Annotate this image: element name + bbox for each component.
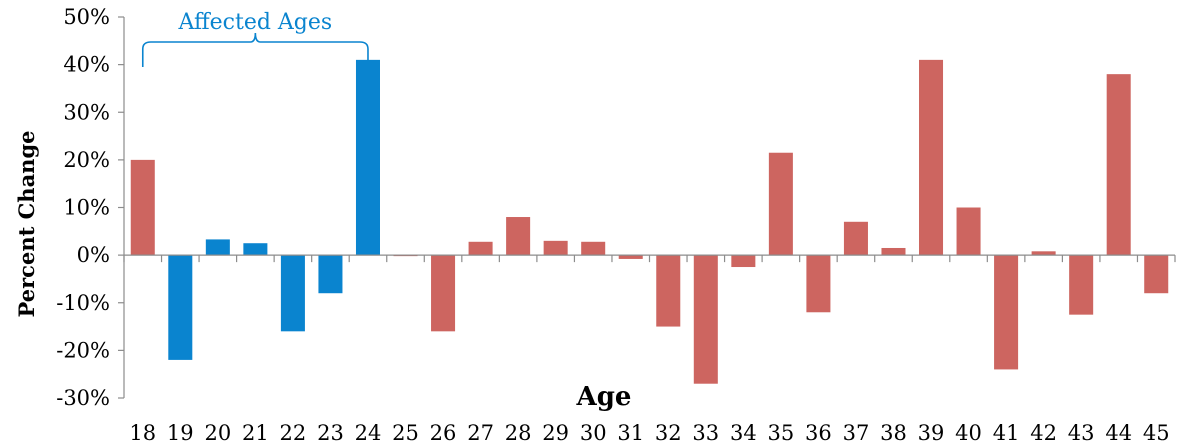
bar-age-43	[1069, 255, 1094, 315]
x-tick-label: 20	[204, 421, 231, 445]
x-tick-label: 34	[730, 421, 757, 445]
bar-age-31	[618, 255, 643, 259]
x-tick-label: 27	[467, 421, 494, 445]
bar-age-36	[806, 255, 831, 313]
bar-age-21	[243, 243, 268, 256]
y-axis: -30% -20% -10% 0% 10% 20% 30% 40% 50%	[56, 5, 125, 410]
x-tick-label: 29	[542, 421, 569, 445]
bar-age-40	[956, 207, 981, 256]
annotation: Affected Ages	[141, 10, 369, 67]
x-tick-label: 24	[355, 421, 382, 445]
y-tick-label: 50%	[63, 5, 110, 29]
bar-age-33	[693, 255, 718, 384]
y-tick-label: 30%	[63, 100, 110, 124]
x-tick-label: 39	[918, 421, 945, 445]
x-tick-label: 26	[430, 421, 457, 445]
affected-ages-label: Affected Ages	[178, 10, 333, 35]
affected-ages-bracket	[141, 32, 369, 67]
y-tick-label: 0%	[77, 243, 110, 267]
bars	[130, 59, 1169, 384]
bar-age-24	[355, 59, 380, 256]
bar-age-34	[731, 255, 756, 268]
bar-age-45	[1144, 255, 1169, 294]
bar-age-35	[768, 152, 793, 256]
y-tick-label: 40%	[63, 53, 110, 77]
x-tick-label: 38	[880, 421, 907, 445]
bar-age-42	[1031, 251, 1056, 256]
bar-age-39	[919, 59, 944, 256]
x-tick-label: 32	[655, 421, 682, 445]
x-axis-title: Age	[576, 382, 632, 412]
bar-age-41	[994, 255, 1019, 370]
x-tick-label: 23	[317, 421, 344, 445]
y-tick-label: -10%	[56, 291, 110, 315]
x-tick-label: 41	[993, 421, 1020, 445]
bar-age-18	[130, 159, 155, 256]
bar-age-23	[318, 255, 343, 294]
bar-age-28	[506, 217, 531, 256]
x-tick-label: 33	[692, 421, 719, 445]
y-tick-label: -20%	[56, 338, 110, 362]
x-tick-label: 21	[242, 421, 269, 445]
bar-age-37	[843, 221, 868, 256]
x-tick-label: 44	[1105, 421, 1132, 445]
y-tick-label: 10%	[63, 196, 110, 220]
bar-age-26	[431, 255, 456, 332]
x-axis: 18 19 20 21 22 23 24 25 26 27 28 29 30 31 32 33 34 35 36 37…	[123, 254, 1176, 445]
x-tick-label: 45	[1143, 421, 1170, 445]
x-tick-label: 42	[1030, 421, 1057, 445]
bar-age-44	[1106, 74, 1131, 256]
x-tick-label: 30	[580, 421, 607, 445]
bar-age-22	[280, 255, 305, 332]
y-tick-label: 20%	[63, 148, 110, 172]
bar-age-30	[581, 241, 606, 256]
bar-age-20	[205, 239, 230, 256]
x-tick-label: 43	[1068, 421, 1095, 445]
bar-age-19	[168, 255, 193, 360]
y-tick-label: -30%	[56, 386, 110, 410]
x-tick-label: 40	[955, 421, 982, 445]
x-tick-label: 36	[805, 421, 832, 445]
x-tick-label: 18	[129, 421, 156, 445]
x-tick-label: 28	[505, 421, 532, 445]
bar-age-29	[543, 240, 568, 256]
x-tick-label: 37	[843, 421, 870, 445]
bar-age-32	[656, 255, 681, 327]
x-tick-label: 25	[392, 421, 419, 445]
y-axis-title: Percent Change	[14, 131, 39, 318]
x-tick-label: 31	[617, 421, 644, 445]
x-tick-label: 35	[768, 421, 795, 445]
bar-age-38	[881, 247, 906, 256]
bar-age-27	[468, 241, 493, 256]
x-tick-label: 19	[167, 421, 194, 445]
x-tick-label: 22	[280, 421, 307, 445]
